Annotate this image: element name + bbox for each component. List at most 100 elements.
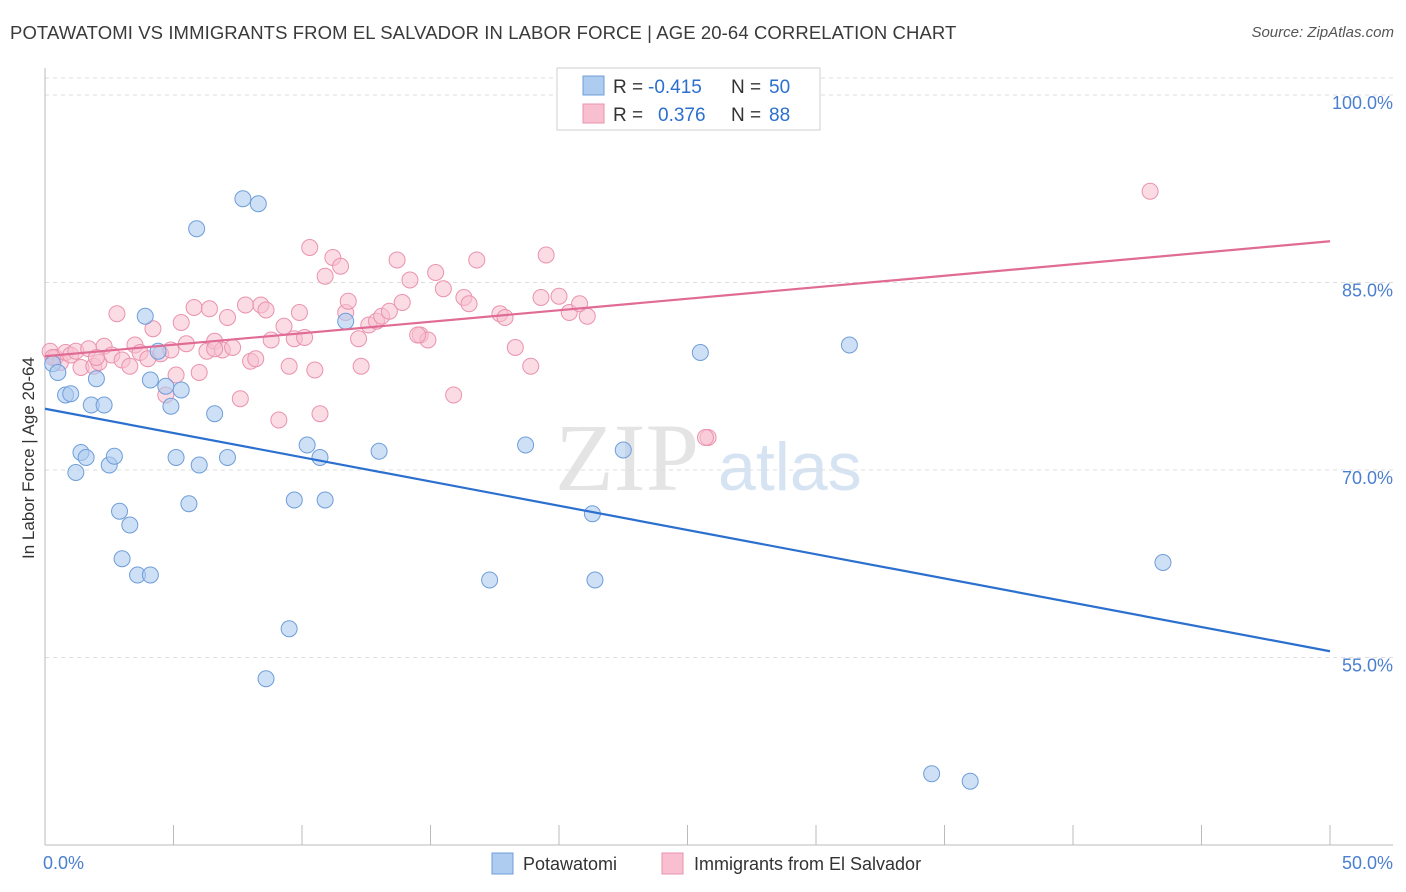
point-potawatomi: [285, 491, 303, 509]
point-potawatomi: [370, 442, 388, 460]
point-el-salvador: [316, 267, 334, 285]
point-el-salvador: [409, 326, 427, 344]
point-el-salvador: [280, 357, 298, 375]
legend-swatch-el-salvador: [582, 103, 605, 124]
point-el-salvador: [1141, 182, 1159, 200]
point-el-salvador: [339, 292, 357, 310]
point-potawatomi: [157, 377, 175, 395]
point-el-salvador: [532, 289, 550, 306]
point-el-salvador: [427, 264, 445, 281]
point-el-salvador: [167, 366, 185, 384]
x-tick-label: 50.0%: [1342, 853, 1393, 873]
source-label: Source: ZipAtlas.com: [1251, 24, 1394, 41]
y-axis-title: In Labor Force | Age 20-64: [19, 357, 38, 559]
point-potawatomi: [49, 364, 67, 381]
point-el-salvador: [290, 304, 308, 321]
point-el-salvador: [218, 309, 236, 326]
point-el-salvador: [578, 307, 596, 325]
point-potawatomi: [840, 336, 858, 354]
point-el-salvador: [200, 300, 218, 318]
legend-n-value-1: 50: [769, 77, 790, 98]
point-potawatomi: [141, 371, 159, 389]
trend-line-potawatomi: [44, 407, 1331, 653]
point-el-salvador: [506, 339, 524, 356]
point-potawatomi: [298, 436, 316, 454]
point-el-salvador: [352, 357, 370, 375]
point-potawatomi: [586, 571, 604, 589]
point-potawatomi: [172, 381, 190, 399]
point-el-salvador: [306, 361, 324, 379]
point-el-salvador: [388, 251, 406, 269]
y-tick-label: 100.0%: [1332, 93, 1393, 113]
point-el-salvador: [332, 257, 350, 275]
legend-n-label-1: N =: [731, 77, 761, 98]
point-el-salvador: [434, 280, 452, 298]
point-el-salvador: [445, 386, 463, 404]
point-potawatomi: [136, 307, 154, 325]
bottom-legend-swatch-potawatomi: [491, 852, 514, 875]
legend-n-value-2: 88: [769, 105, 790, 126]
point-potawatomi: [234, 190, 252, 208]
point-el-salvador: [144, 320, 162, 338]
point-el-salvador: [393, 294, 411, 311]
watermark: ZIP atlas: [555, 404, 862, 511]
point-el-salvador: [537, 246, 555, 264]
point-el-salvador: [460, 295, 478, 313]
point-potawatomi: [337, 312, 355, 330]
legend-r-label-2: R =: [613, 105, 643, 126]
point-el-salvador: [262, 331, 280, 349]
point-potawatomi: [105, 447, 123, 465]
series-potawatomi: [44, 190, 1172, 790]
point-potawatomi: [961, 772, 979, 790]
chart-title: POTAWATOMI VS IMMIGRANTS FROM EL SALVADO…: [10, 22, 957, 43]
point-el-salvador: [496, 309, 514, 326]
point-el-salvador: [270, 411, 288, 429]
point-potawatomi: [141, 566, 159, 584]
point-potawatomi: [923, 765, 941, 783]
point-el-salvador: [401, 271, 419, 289]
point-potawatomi: [517, 436, 535, 454]
x-tick-label: 0.0%: [43, 853, 84, 873]
bottom-legend-label-potawatomi: Potawatomi: [523, 854, 617, 874]
y-tick-label: 70.0%: [1342, 468, 1393, 488]
trend-line-el-salvador: [44, 240, 1331, 358]
point-el-salvador: [522, 357, 540, 375]
point-potawatomi: [280, 620, 298, 638]
watermark-atlas: atlas: [718, 429, 862, 505]
point-el-salvador: [257, 301, 275, 319]
point-el-salvador: [550, 287, 568, 305]
point-el-salvador: [185, 299, 203, 316]
point-el-salvador: [206, 340, 224, 358]
point-el-salvador: [108, 305, 126, 323]
point-el-salvador: [231, 390, 249, 408]
tick-labels: 55.0% 70.0% 85.0% 100.0% 0.0% 50.0%: [43, 93, 1393, 873]
point-potawatomi: [249, 195, 267, 213]
legend-n-label-2: N =: [731, 105, 761, 126]
point-el-salvador: [311, 405, 329, 423]
point-potawatomi: [218, 449, 236, 466]
point-potawatomi: [95, 396, 113, 414]
point-el-salvador: [224, 339, 242, 356]
point-potawatomi: [1154, 554, 1172, 571]
legend-r-value-1: -0.415: [648, 77, 702, 98]
point-potawatomi: [162, 397, 180, 415]
point-el-salvador: [468, 251, 486, 269]
point-potawatomi: [691, 344, 709, 361]
point-potawatomi: [481, 571, 499, 589]
point-el-salvador: [247, 350, 265, 368]
point-el-salvador: [301, 239, 319, 256]
point-potawatomi: [167, 449, 185, 466]
point-potawatomi: [257, 670, 275, 688]
point-potawatomi: [67, 464, 85, 481]
series-immigrants-el-salvador: [41, 182, 1159, 446]
legend-box: R = -0.415 N = 50 R = 0.376 N = 88: [556, 67, 821, 131]
axes: [44, 68, 1393, 846]
point-el-salvador: [121, 357, 139, 375]
point-potawatomi: [111, 502, 129, 520]
point-el-salvador: [380, 302, 398, 320]
point-el-salvador: [696, 429, 714, 446]
y-tick-label: 55.0%: [1342, 656, 1393, 676]
point-el-salvador: [172, 314, 190, 331]
trend-lines: [44, 240, 1331, 653]
